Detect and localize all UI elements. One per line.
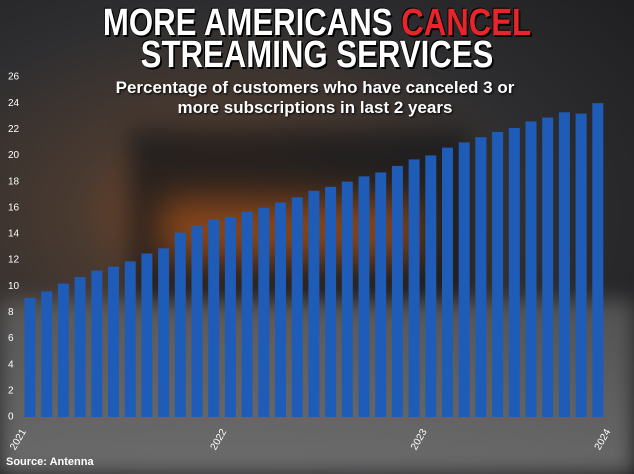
bar xyxy=(208,219,220,417)
bar xyxy=(442,147,453,417)
bar xyxy=(174,232,186,417)
bar xyxy=(258,207,270,417)
title-text: MORE AMERICANS xyxy=(102,2,393,44)
subtitle: Percentage of customers who have cancele… xyxy=(115,78,515,117)
bar xyxy=(592,103,604,418)
bar xyxy=(475,137,487,417)
y-tick-label: 0 xyxy=(8,412,14,423)
x-tick-label: 2024 xyxy=(593,427,614,452)
bar xyxy=(325,186,337,417)
bar xyxy=(408,159,420,417)
y-tick-label: 4 xyxy=(8,359,14,370)
bar xyxy=(124,261,136,417)
bar xyxy=(375,172,387,417)
x-tick-label: 2023 xyxy=(409,427,430,452)
y-tick-label: 18 xyxy=(8,176,20,187)
y-tick-label: 24 xyxy=(8,98,20,109)
y-tick-label: 6 xyxy=(8,333,14,344)
bar xyxy=(57,283,69,417)
y-tick-label: 20 xyxy=(8,150,20,161)
bar xyxy=(575,113,587,417)
bar xyxy=(492,131,504,417)
y-tick-label: 12 xyxy=(8,255,20,266)
y-tick-label: 26 xyxy=(8,72,20,83)
bar xyxy=(458,142,470,417)
bar xyxy=(558,112,570,418)
source: Source: Antenna xyxy=(6,456,94,468)
title-text: STREAMING SERVICES xyxy=(140,34,494,76)
bar xyxy=(341,181,353,417)
title-line: MORE AMERICANS CANCEL xyxy=(57,4,577,42)
bar xyxy=(41,291,53,417)
bar xyxy=(191,226,203,417)
x-tick-label: 2021 xyxy=(8,427,29,452)
bar xyxy=(391,165,403,417)
bar xyxy=(91,270,103,417)
bar xyxy=(241,211,253,417)
y-tick-label: 16 xyxy=(8,202,20,213)
bar xyxy=(542,117,554,418)
bar xyxy=(24,298,36,417)
bar xyxy=(158,248,170,417)
y-tick-label: 10 xyxy=(8,281,20,292)
bar xyxy=(358,176,370,417)
bar xyxy=(508,128,520,417)
bar xyxy=(425,155,437,417)
title-line: STREAMING SERVICES xyxy=(57,36,577,74)
y-tick-label: 14 xyxy=(8,229,20,240)
x-tick-label: 2022 xyxy=(209,427,230,452)
bar xyxy=(224,216,236,417)
bar xyxy=(291,197,303,417)
bar xyxy=(275,202,286,417)
title-highlight: CANCEL xyxy=(401,2,532,44)
bar xyxy=(141,253,153,417)
bar xyxy=(74,277,86,417)
y-tick-label: 22 xyxy=(8,124,20,135)
bar xyxy=(525,121,537,417)
y-tick-label: 2 xyxy=(8,385,14,396)
bar xyxy=(108,266,119,417)
y-tick-label: 8 xyxy=(8,307,14,318)
bar xyxy=(308,190,320,417)
